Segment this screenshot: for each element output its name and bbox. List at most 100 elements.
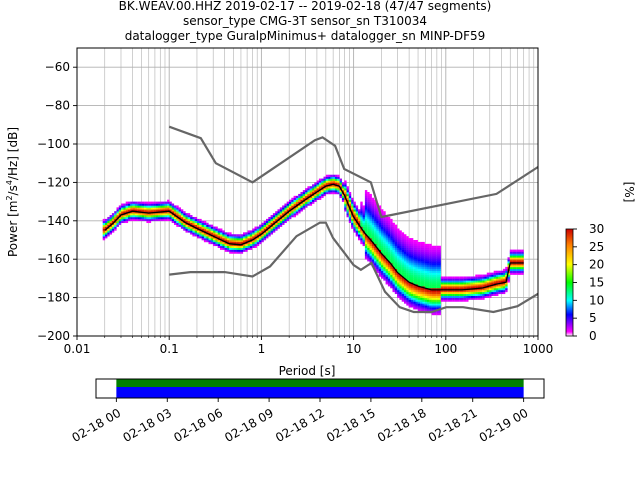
heatmap-cell: [468, 280, 471, 283]
heatmap-cell: [410, 291, 414, 295]
heatmap-cell: [479, 276, 483, 279]
heatmap-cell: [519, 264, 522, 268]
heatmap-cell: [470, 286, 474, 289]
heatmap-cell: [381, 240, 384, 243]
heatmap-cell: [447, 288, 451, 291]
heatmap-cell: [364, 230, 368, 233]
heatmap-cell: [397, 278, 400, 281]
heatmap-cell: [507, 272, 510, 275]
heatmap-cell: [169, 213, 172, 216]
heatmap-cell: [440, 282, 444, 285]
heatmap-cell: [436, 268, 439, 272]
heatmap-cell: [431, 259, 435, 262]
heatmap-cell: [505, 268, 508, 272]
heatmap-cell: [295, 205, 299, 208]
heatmap-cell: [496, 276, 499, 279]
heatmap-cell: [406, 243, 409, 247]
heatmap-cell: [456, 280, 460, 283]
heatmap-cell: [275, 213, 278, 216]
heatmap-cell: [364, 193, 368, 197]
heatmap-cell: [222, 236, 225, 239]
heatmap-cell: [208, 236, 211, 239]
heatmap-cell: [445, 297, 448, 300]
heatmap-cell: [397, 247, 400, 250]
heatmap-cell: [371, 249, 375, 252]
heatmap-cell: [371, 207, 375, 210]
heatmap-cell: [367, 213, 370, 216]
heatmap-cell: [445, 289, 448, 293]
heatmap-cell: [401, 261, 405, 264]
heatmap-cell: [275, 224, 278, 227]
heatmap-cell: [174, 207, 177, 210]
heatmap-cell: [291, 213, 294, 216]
heatmap-cell: [125, 220, 129, 224]
heatmap-cell: [390, 222, 393, 225]
heatmap-cell: [351, 207, 354, 210]
mean-psd-line: [104, 183, 524, 291]
heatmap-cell: [190, 228, 193, 231]
heatmap-cell: [295, 199, 299, 202]
heatmap-cell: [284, 203, 287, 206]
heatmap-cell: [300, 197, 303, 200]
heatmap-cell: [378, 205, 382, 208]
heatmap-cell: [486, 280, 490, 283]
heatmap-cell: [436, 249, 439, 252]
heatmap-cell: [385, 216, 389, 220]
heatmap-cell: [463, 289, 467, 293]
heatmap-cell: [293, 199, 297, 202]
heatmap-cell: [362, 209, 366, 212]
heatmap-cell: [459, 295, 462, 298]
heatmap-cell: [302, 201, 306, 204]
heatmap-cell: [512, 266, 515, 270]
heatmap-cell: [252, 243, 255, 247]
heatmap-cell: [401, 253, 405, 256]
heatmap-cell: [413, 263, 416, 266]
heatmap-cell: [302, 205, 306, 208]
heatmap-cell: [433, 288, 437, 291]
heatmap-cell: [420, 255, 423, 258]
heatmap-cell: [509, 251, 513, 254]
heatmap-cell: [404, 261, 407, 264]
heatmap-cell: [438, 291, 441, 295]
heatmap-cell: [254, 240, 257, 243]
heatmap-cell: [415, 293, 418, 296]
heatmap-cell: [203, 224, 207, 227]
heatmap-cell: [408, 241, 412, 245]
colorbar-tick-label: 15: [589, 276, 604, 290]
heatmap-cell: [394, 288, 398, 291]
heatmap-cell: [121, 215, 124, 218]
heatmap-cell: [427, 309, 430, 312]
heatmap-cell: [404, 284, 407, 287]
heatmap-cell: [509, 259, 513, 262]
heatmap-cell: [401, 291, 405, 295]
heatmap-cell: [482, 288, 485, 291]
heatmap-cell: [401, 278, 405, 281]
heatmap-cell: [263, 238, 267, 241]
heatmap-cell: [376, 226, 379, 229]
heatmap-cell: [509, 268, 513, 272]
heatmap-cell: [392, 247, 395, 250]
heatmap-cell: [410, 240, 414, 243]
heatmap-cell: [381, 224, 384, 227]
heatmap-cell: [243, 234, 246, 237]
heatmap-cell: [385, 224, 389, 227]
heatmap-cell: [431, 278, 435, 281]
heatmap-cell: [496, 284, 499, 287]
heatmap-cell: [254, 234, 257, 237]
heatmap-cell: [213, 228, 216, 231]
heatmap-cell: [436, 259, 439, 262]
heatmap-cell: [427, 259, 430, 262]
heatmap-cell: [353, 228, 356, 231]
heatmap-cell: [404, 297, 407, 300]
heatmap-cell: [514, 259, 517, 262]
heatmap-cell: [415, 307, 418, 310]
heatmap-cell: [415, 240, 418, 243]
heatmap-cell: [178, 207, 182, 210]
heatmap-cell: [169, 201, 172, 204]
heatmap-cell: [256, 243, 260, 247]
heatmap-cell: [392, 280, 395, 283]
heatmap-cell: [146, 207, 149, 210]
heatmap-cell: [422, 291, 425, 295]
heatmap-cell: [424, 303, 428, 306]
heatmap-cell: [415, 241, 418, 245]
